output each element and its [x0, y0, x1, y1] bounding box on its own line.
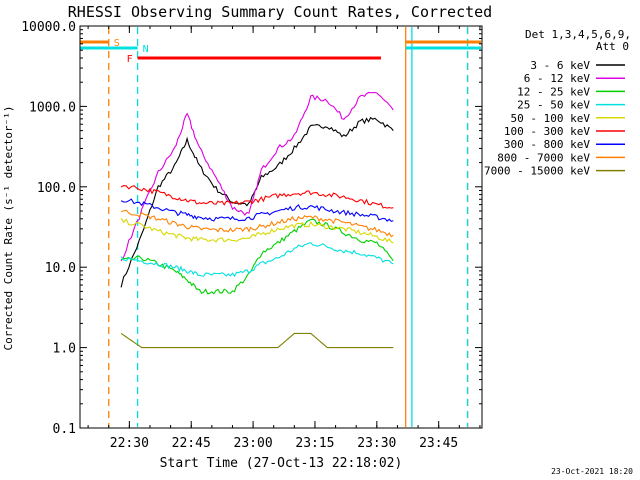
y-tick-label: 1000.0	[29, 100, 76, 115]
legend-label-8: 7000 - 15000 keV	[484, 165, 590, 178]
legend-label-6: 300 - 800 keV	[504, 138, 590, 151]
x-tick-label: 23:15	[295, 436, 334, 451]
legend-label-1: 6 - 12 keV	[524, 72, 591, 85]
plot-frame	[79, 25, 483, 429]
y-tick-label: 1.0	[53, 342, 76, 357]
series-line-4	[120, 217, 394, 244]
y-axis-label: Corrected Count Rate (s⁻¹ detector⁻¹)	[2, 105, 15, 350]
annotation-label-N: N	[143, 44, 149, 55]
series-line-6	[120, 198, 394, 223]
legend-label-4: 50 - 100 keV	[511, 112, 591, 125]
annotation-label-S: S	[114, 38, 120, 49]
annotation-label-F: F	[127, 54, 133, 65]
footer-date: 23-Oct-2021 18:20	[551, 467, 633, 476]
x-tick-label: 23:45	[419, 436, 458, 451]
series-line-3	[120, 242, 394, 278]
series-line-1	[120, 91, 394, 262]
y-tick-label: 10.0	[45, 261, 76, 276]
x-axis-label: Start Time (27-Oct-13 22:18:02)	[160, 456, 403, 471]
x-tick-label: 22:30	[110, 436, 149, 451]
series-line-7	[120, 209, 394, 238]
y-tick-label: 0.1	[53, 422, 76, 437]
series-line-2	[120, 218, 394, 295]
legend-label-7: 800 - 7000 keV	[497, 151, 590, 164]
y-tick-label: 100.0	[37, 181, 76, 196]
series-line-5	[120, 185, 394, 209]
y-tick-label: 10000.0	[21, 20, 76, 35]
legend-subtitle: Att 0	[596, 40, 629, 53]
chart-title: RHESSI Observing Summary Count Rates, Co…	[68, 3, 492, 21]
legend-label-3: 25 - 50 keV	[517, 99, 590, 112]
legend-label-0: 3 - 6 keV	[530, 59, 590, 72]
x-tick-label: 23:00	[234, 436, 273, 451]
legend-label-2: 12 - 25 keV	[517, 85, 590, 98]
series-line-8	[120, 332, 394, 349]
x-tick-label: 23:30	[357, 436, 396, 451]
x-tick-label: 22:45	[172, 436, 211, 451]
legend-title: Det 1,3,4,5,6,9,	[525, 28, 631, 41]
legend-label-5: 100 - 300 keV	[504, 125, 590, 138]
